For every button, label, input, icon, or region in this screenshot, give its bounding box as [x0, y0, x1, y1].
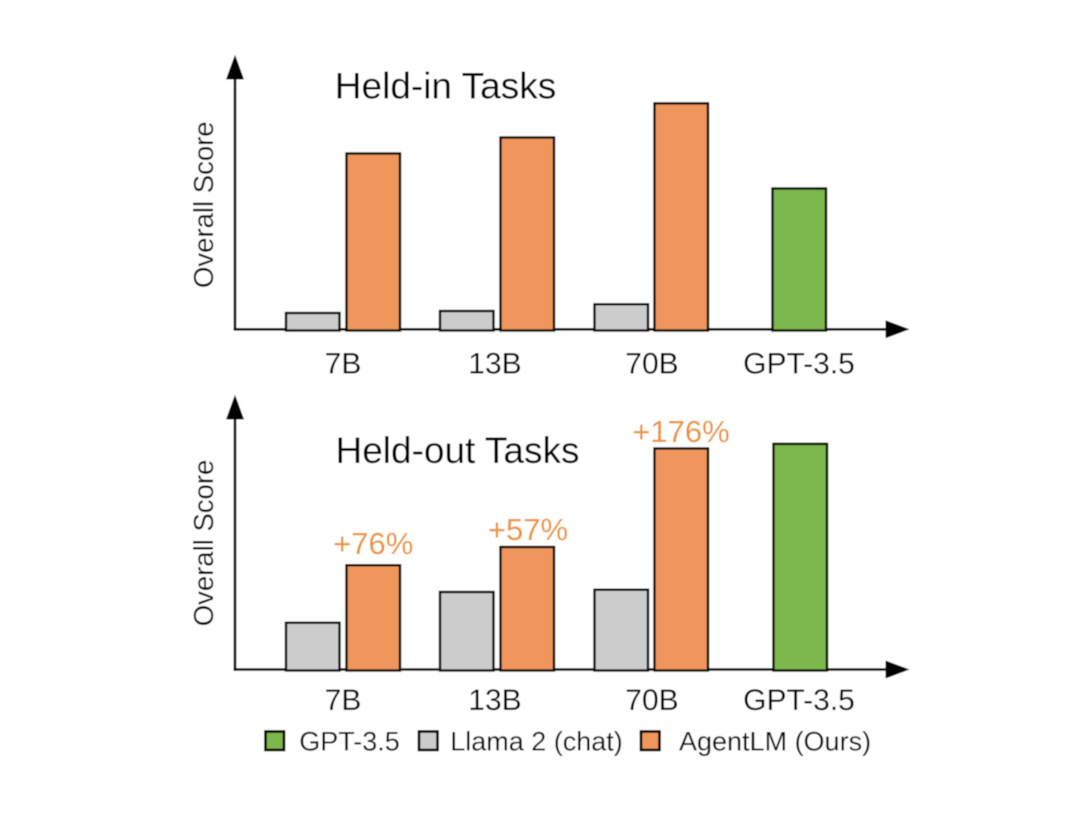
- svg-text:70B: 70B: [625, 348, 678, 381]
- svg-text:+76%: +76%: [333, 526, 413, 561]
- svg-text:Held-out Tasks: Held-out Tasks: [335, 430, 579, 471]
- svg-text:Overall Score: Overall Score: [188, 121, 219, 288]
- svg-text:7B: 7B: [325, 348, 362, 381]
- svg-text:Held-in Tasks: Held-in Tasks: [335, 66, 556, 107]
- svg-text:Overall Score: Overall Score: [188, 460, 219, 627]
- svg-text:7B: 7B: [325, 684, 362, 717]
- svg-text:13B: 13B: [468, 348, 521, 381]
- svg-text:GPT-3.5: GPT-3.5: [299, 727, 400, 757]
- svg-text:Llama 2 (chat): Llama 2 (chat): [450, 727, 623, 757]
- svg-text:AgentLM (Ours): AgentLM (Ours): [679, 727, 871, 757]
- svg-text:13B: 13B: [468, 684, 521, 717]
- svg-text:GPT-3.5: GPT-3.5: [743, 348, 855, 381]
- svg-text:GPT-3.5: GPT-3.5: [743, 684, 855, 717]
- svg-text:+57%: +57%: [488, 512, 568, 547]
- svg-text:70B: 70B: [625, 684, 678, 717]
- svg-text:+176%: +176%: [632, 414, 729, 449]
